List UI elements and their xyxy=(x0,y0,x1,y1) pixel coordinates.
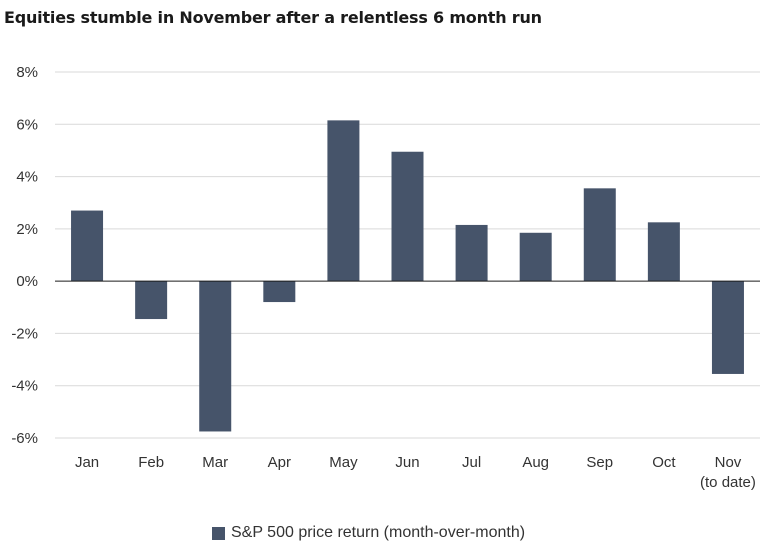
legend-swatch xyxy=(212,526,225,540)
y-tick-label: -4% xyxy=(11,378,38,395)
x-tick-label: Apr xyxy=(268,454,291,471)
y-tick-label: -2% xyxy=(11,325,38,342)
bar xyxy=(135,281,168,320)
y-tick-label: -6% xyxy=(11,430,38,447)
x-tick-label: Mar xyxy=(202,454,228,471)
bar xyxy=(711,281,744,374)
y-axis-ticks: 8% 6% 4% 2% 0% -2% -4% -6% xyxy=(11,64,38,447)
x-tick-label: Feb xyxy=(138,454,164,471)
y-tick-label: 6% xyxy=(16,116,38,133)
x-tick-label: Sep xyxy=(586,454,613,471)
x-tick-label: May xyxy=(329,454,358,471)
bar xyxy=(455,224,488,282)
bar xyxy=(199,281,232,432)
x-tick-label: Jan xyxy=(75,454,99,471)
bar xyxy=(647,222,680,282)
bar xyxy=(263,281,296,303)
x-tick-label: Jun xyxy=(395,454,419,471)
x-tick-label: Jul xyxy=(462,454,481,471)
bar xyxy=(327,120,360,282)
x-tick-label: (to date) xyxy=(700,474,756,491)
bar xyxy=(583,188,616,282)
legend-label: S&P 500 price return (month-over-month) xyxy=(231,524,526,541)
bar xyxy=(391,151,424,282)
x-tick-label: Aug xyxy=(522,454,549,471)
x-tick-label: Nov xyxy=(715,454,742,471)
legend: S&P 500 price return (month-over-month) xyxy=(212,524,525,542)
y-tick-label: 4% xyxy=(16,169,38,186)
x-axis-labels: Jan Feb Mar Apr May Jun Jul Aug Sep Oct Nov (to dat… xyxy=(75,454,756,491)
bars xyxy=(71,120,744,432)
y-tick-label: 2% xyxy=(16,221,38,238)
bar xyxy=(71,210,104,282)
x-tick-label: Oct xyxy=(652,454,676,471)
y-tick-label: 8% xyxy=(16,64,38,81)
bar xyxy=(519,232,552,282)
chart-title: Equities stumble in November after a rel… xyxy=(4,8,542,27)
y-tick-label: 0% xyxy=(16,273,38,290)
